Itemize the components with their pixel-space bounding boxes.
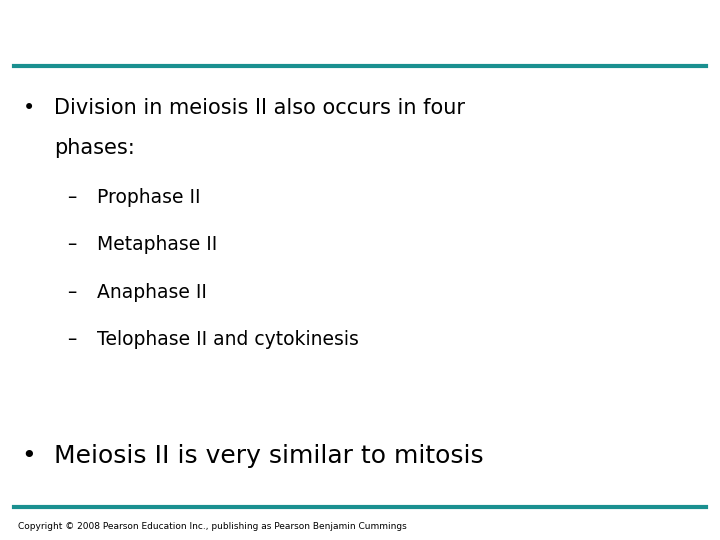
Text: Division in meiosis II also occurs in four: Division in meiosis II also occurs in fo… <box>54 98 465 118</box>
Text: –: – <box>68 330 76 349</box>
Text: phases:: phases: <box>54 138 135 159</box>
Text: Prophase II: Prophase II <box>97 187 201 207</box>
Text: –: – <box>68 282 76 302</box>
Text: Telophase II and cytokinesis: Telophase II and cytokinesis <box>97 330 359 349</box>
Text: Anaphase II: Anaphase II <box>97 282 207 302</box>
Text: •: • <box>22 444 36 468</box>
Text: •: • <box>22 98 35 118</box>
Text: Meiosis II is very similar to mitosis: Meiosis II is very similar to mitosis <box>54 444 484 468</box>
Text: –: – <box>68 235 76 254</box>
Text: Copyright © 2008 Pearson Education Inc., publishing as Pearson Benjamin Cummings: Copyright © 2008 Pearson Education Inc.,… <box>18 522 407 531</box>
Text: Metaphase II: Metaphase II <box>97 235 217 254</box>
Text: –: – <box>68 187 76 207</box>
